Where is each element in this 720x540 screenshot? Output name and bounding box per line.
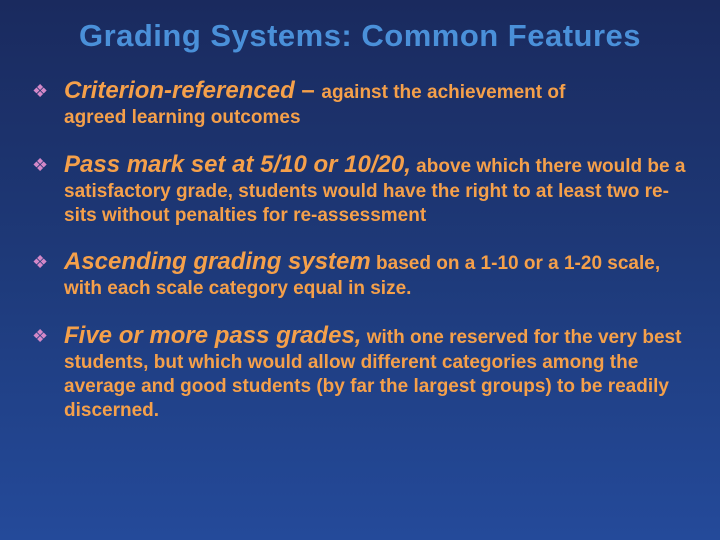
slide-title: Grading Systems: Common Features <box>28 18 692 54</box>
bullet-list: ❖ Criterion-referenced – against the ach… <box>28 76 692 422</box>
bullet-item: ❖ Five or more pass grades, with one res… <box>28 321 692 422</box>
diamond-bullet-icon: ❖ <box>32 80 48 103</box>
bullet-item: ❖ Pass mark set at 5/10 or 10/20, above … <box>28 150 692 228</box>
bullet-body-first: against the achievement of <box>321 82 565 103</box>
bullet-item: ❖ Criterion-referenced – against the ach… <box>28 76 692 130</box>
diamond-bullet-icon: ❖ <box>32 325 48 348</box>
bullet-body-rest: agreed learning outcomes <box>64 107 301 128</box>
bullet-lead: Five or more pass grades, <box>64 322 361 349</box>
diamond-bullet-icon: ❖ <box>32 251 48 274</box>
bullet-lead: Criterion-referenced <box>64 77 295 104</box>
bullet-lead: Pass mark set at 5/10 or 10/20, <box>64 151 411 178</box>
bullet-lead: Ascending grading system <box>64 248 371 275</box>
bullet-dash: – <box>295 77 322 104</box>
bullet-item: ❖ Ascending grading system based on a 1-… <box>28 247 692 301</box>
diamond-bullet-icon: ❖ <box>32 154 48 177</box>
